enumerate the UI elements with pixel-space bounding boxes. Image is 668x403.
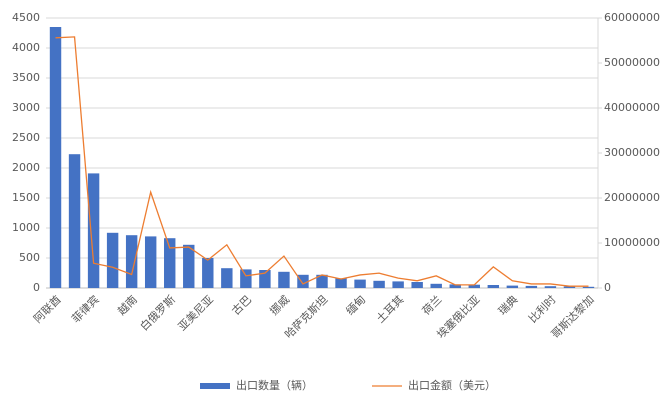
bar — [525, 285, 538, 288]
x-tick-label: 古巴 — [229, 293, 254, 318]
bar — [125, 235, 138, 288]
bar — [144, 236, 157, 288]
x-tick-label: 阿联酋 — [31, 292, 64, 325]
x-tick-label: 比利时 — [526, 293, 559, 326]
bar — [430, 283, 442, 288]
y-tick-label: 3000 — [12, 101, 40, 114]
y-tick-label: 500 — [19, 251, 40, 264]
bar — [487, 285, 500, 288]
y2-tick-label: 20000000 — [604, 191, 660, 204]
bar — [202, 258, 214, 288]
legend-swatch — [200, 383, 230, 389]
y-tick-label: 1000 — [12, 221, 40, 234]
legend-label: 出口数量（辆） — [236, 378, 313, 392]
y-tick-label: 4500 — [12, 11, 40, 24]
y2-tick-label: 50000000 — [604, 56, 660, 69]
bar — [221, 268, 233, 288]
bar — [373, 280, 385, 288]
bar — [449, 284, 461, 288]
bar — [259, 270, 271, 288]
x-tick-label: 越南 — [114, 292, 139, 317]
bar — [316, 274, 328, 288]
y-tick-label: 1500 — [12, 191, 40, 204]
x-tick-label: 土耳其 — [374, 293, 407, 326]
x-tick-label: 瑞典 — [495, 292, 520, 317]
bar — [297, 274, 309, 288]
bar — [411, 282, 423, 288]
bar — [87, 173, 100, 288]
x-tick-label: 白俄罗斯 — [137, 292, 178, 333]
y-tick-label: 2500 — [12, 131, 40, 144]
bar — [354, 279, 366, 288]
bar — [183, 244, 195, 288]
y-tick-label: 0 — [33, 281, 40, 294]
x-tick-label: 挪威 — [267, 292, 292, 317]
y2-tick-label: 30000000 — [604, 146, 660, 159]
bar — [468, 284, 480, 288]
bar — [106, 232, 119, 288]
bar — [68, 154, 81, 288]
bar — [392, 281, 404, 288]
x-tick-label: 缅甸 — [343, 292, 368, 317]
bar — [582, 286, 595, 288]
bar — [563, 286, 576, 288]
y2-tick-label: 40000000 — [604, 101, 660, 114]
bar — [506, 285, 519, 288]
y2-tick-label: 60000000 — [604, 11, 660, 24]
bar — [278, 271, 290, 288]
line — [55, 36, 589, 287]
bar — [335, 278, 347, 288]
x-tick-label: 亚美尼亚 — [176, 293, 216, 333]
bar — [164, 238, 176, 288]
bar — [544, 286, 557, 288]
y-tick-label: 3500 — [12, 71, 40, 84]
legend-label: 出口金额（美元） — [408, 378, 496, 392]
y2-tick-label: 10000000 — [604, 236, 660, 249]
bar — [240, 269, 252, 288]
bar — [49, 27, 62, 288]
x-tick-label: 菲律宾 — [69, 292, 102, 325]
x-tick-label: 荷兰 — [420, 293, 445, 318]
y-tick-label: 4000 — [12, 41, 40, 54]
y2-tick-label: 0 — [604, 281, 611, 294]
y-tick-label: 2000 — [12, 161, 40, 174]
